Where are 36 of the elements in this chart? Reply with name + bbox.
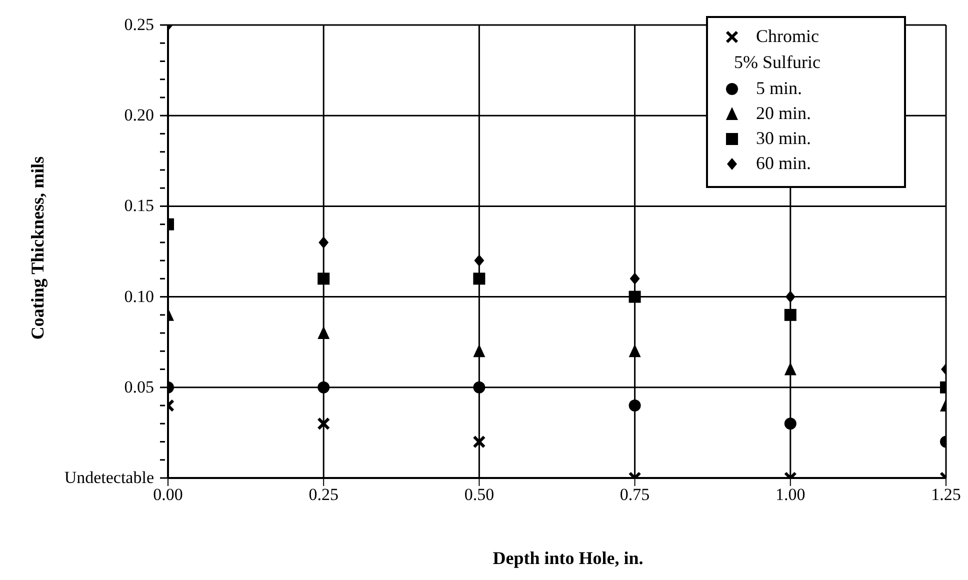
x-tick-label: 1.00 (776, 485, 806, 504)
point (785, 290, 796, 303)
x-tick-label: 0.75 (620, 485, 650, 504)
legend-label: 30 min. (756, 128, 812, 149)
y-tick-label: Undetectable (64, 468, 154, 487)
y-tick-label: 0.15 (124, 196, 154, 216)
x-tick-label: 0.00 (153, 485, 183, 504)
point (628, 344, 641, 358)
legend-label: 60 min. (756, 153, 812, 174)
legend-label: 5 min. (756, 78, 802, 99)
y-tick-label: 0.05 (124, 377, 154, 396)
x-tick-label: 0.25 (308, 485, 338, 504)
point (474, 254, 484, 267)
y-axis-title: Coating Thickness, mils (28, 156, 48, 340)
y-tick-label: 0.10 (124, 286, 154, 306)
point (473, 344, 486, 358)
point (473, 381, 486, 394)
point (628, 400, 641, 412)
point (784, 308, 796, 321)
y-tick-label: 0.25 (124, 15, 154, 34)
point (318, 326, 330, 340)
point (318, 236, 329, 248)
y-tick-label: 0.20 (124, 106, 154, 125)
legend-label: 20 min. (756, 103, 812, 124)
point (318, 272, 330, 285)
x-tick-label: 1.25 (931, 485, 961, 504)
x-tick-label: 0.50 (464, 485, 494, 504)
legend-label: Chromic (756, 26, 819, 47)
point (784, 362, 796, 376)
point (473, 272, 486, 285)
point (628, 290, 641, 303)
point (630, 272, 640, 285)
point (784, 418, 796, 430)
legend-title: 5% Sulfuric (733, 51, 822, 74)
point (318, 381, 330, 394)
x-axis-title: Depth into Hole, in. (492, 548, 644, 569)
